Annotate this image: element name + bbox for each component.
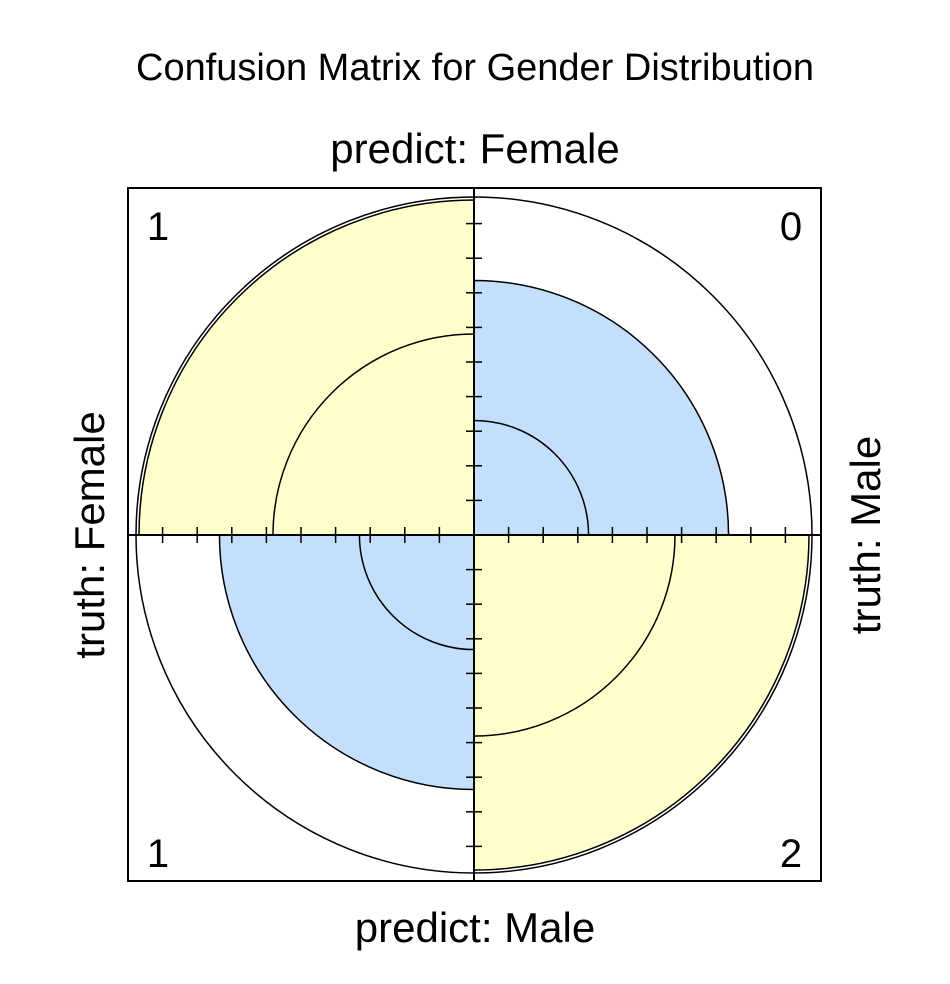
- inner-ring-top-right: [473, 419, 590, 536]
- quarter-bottom-left: [218, 534, 475, 791]
- quarter-top-right: [473, 279, 730, 536]
- plot-area: 1 0 1 2: [127, 187, 822, 882]
- count-label-bottom-left: 1: [147, 832, 169, 876]
- inner-ring-bottom-left: [358, 534, 475, 651]
- count-label-top-right: 0: [780, 205, 802, 249]
- label-truth-female: truth: Female: [66, 411, 113, 658]
- outer-ring-top-left: [135, 196, 475, 536]
- quarter-bottom-right: [473, 534, 810, 871]
- outer-ring-bottom-right: [473, 534, 813, 874]
- count-label-bottom-right: 2: [780, 832, 802, 876]
- label-truth-male: truth: Male: [842, 436, 889, 634]
- chart-title: Confusion Matrix for Gender Distribution: [136, 47, 814, 89]
- outer-ring-top-right: [473, 196, 813, 536]
- quarter-top-left: [138, 199, 475, 536]
- inner-ring-bottom-right: [473, 534, 676, 737]
- plot-frame: [127, 187, 822, 882]
- outer-ring-bottom-left: [135, 534, 475, 874]
- inner-ring-top-left: [272, 333, 475, 536]
- label-predict-female: predict: Female: [330, 125, 619, 172]
- count-label-top-left: 1: [147, 205, 169, 249]
- label-predict-male: predict: Male: [355, 904, 595, 951]
